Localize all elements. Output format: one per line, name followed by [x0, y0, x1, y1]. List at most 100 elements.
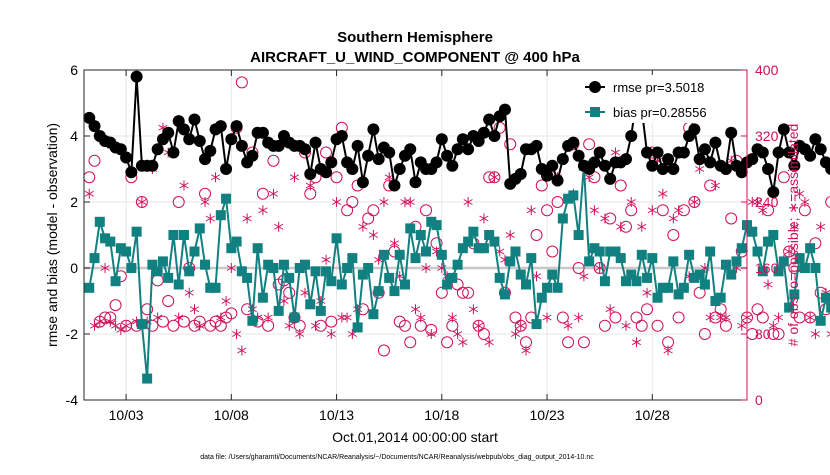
assimilated-obs-stroke	[232, 331, 242, 337]
assimilated-obs-point	[179, 180, 189, 191]
assimilated-obs-point	[631, 337, 642, 348]
bias-point	[478, 243, 489, 254]
assimilated-obs-point	[84, 188, 94, 199]
assimilated-obs-point	[295, 329, 305, 339]
assimilated-obs-point	[268, 188, 279, 199]
possible-obs-point	[167, 319, 180, 332]
bias-point	[673, 289, 684, 300]
assimilated-obs-point	[421, 263, 431, 273]
assimilated-obs-stroke	[695, 166, 705, 172]
assimilated-obs-stroke	[826, 334, 830, 337]
assimilated-obs-point	[689, 197, 699, 207]
rmse-point	[214, 120, 227, 133]
bias-point	[284, 272, 295, 283]
bias-point	[768, 230, 779, 240]
rmse-point	[256, 126, 269, 139]
bias-point	[89, 253, 100, 264]
rmse-point	[498, 103, 511, 116]
assimilated-obs-point	[621, 320, 631, 331]
bias-point	[215, 210, 226, 221]
assimilated-obs-stroke	[621, 322, 631, 329]
possible-obs-point	[772, 328, 785, 340]
rmse-point	[809, 133, 822, 146]
assimilated-obs-point	[289, 172, 300, 183]
possible-obs-point	[435, 286, 448, 299]
assimilated-obs-point	[600, 213, 610, 224]
assimilated-obs-stroke	[405, 199, 415, 205]
bias-point	[494, 272, 505, 283]
bias-point	[205, 282, 216, 293]
bias-point	[789, 289, 800, 300]
rmse-point	[662, 153, 675, 166]
rmse-point	[335, 130, 348, 142]
assimilated-obs-point	[489, 172, 500, 183]
possible-obs-point	[667, 229, 680, 241]
assimilated-obs-stroke	[616, 223, 626, 230]
possible-obs-point	[614, 179, 627, 192]
y-left-tick-label: -4	[66, 392, 79, 408]
bias-point	[684, 249, 695, 260]
rmse-point	[441, 149, 454, 162]
bias-point	[168, 230, 179, 240]
assimilated-obs-point	[342, 312, 352, 323]
bias-point	[694, 269, 705, 280]
assimilated-obs-point	[789, 221, 799, 232]
bias-point	[615, 253, 626, 264]
chart-title: Southern Hemisphere	[337, 29, 493, 46]
bias-point	[552, 282, 563, 293]
rmse-point	[351, 139, 364, 152]
assimilated-obs-point	[768, 320, 778, 331]
assimilated-obs-point	[426, 329, 436, 339]
assimilated-obs-point	[331, 197, 342, 207]
bias-point	[342, 263, 353, 273]
assimilated-obs-stroke	[510, 331, 521, 337]
possible-obs-point	[577, 336, 590, 349]
bias-point	[668, 256, 679, 267]
possible-obs-point	[172, 196, 185, 208]
y-left-tick-label: 6	[70, 62, 78, 78]
assimilated-obs-stroke	[137, 199, 147, 205]
assimilated-obs-point	[563, 320, 573, 331]
possible-obs-point	[693, 286, 706, 299]
y-left-tick-label: 4	[70, 128, 78, 144]
rmse-point	[404, 143, 417, 156]
rmse-point	[546, 159, 559, 172]
y-left-tick-label: -2	[66, 326, 79, 342]
bias-point	[805, 243, 816, 254]
assimilated-obs-stroke	[453, 331, 463, 337]
assimilated-obs-stroke	[174, 314, 184, 321]
assimilated-obs-point	[610, 147, 621, 158]
rmse-point	[388, 179, 401, 192]
bias-point	[626, 269, 637, 280]
rmse-point	[393, 163, 406, 175]
assimilated-obs-stroke	[663, 347, 673, 354]
bias-point	[599, 276, 610, 287]
possible-obs-point	[135, 196, 148, 208]
assimilated-obs-stroke	[458, 339, 468, 346]
rmse-point	[756, 146, 769, 159]
assimilated-obs-stroke	[342, 314, 352, 321]
assimilated-obs-point	[195, 320, 205, 331]
assimilated-obs-point	[695, 164, 705, 174]
possible-obs-point	[267, 154, 280, 167]
bias-point	[542, 282, 553, 293]
x-axis-label: Oct.01,2014 00:00:00 start	[332, 429, 498, 445]
rmse-point	[772, 146, 785, 159]
legend-bias-marker	[590, 107, 600, 117]
bias-point	[736, 243, 747, 254]
assimilated-obs-stroke	[421, 265, 431, 271]
rmse-point	[299, 143, 311, 156]
possible-obs-point	[783, 245, 796, 258]
assimilated-obs-stroke	[589, 207, 599, 214]
assimilated-obs-stroke	[605, 306, 615, 313]
assimilated-obs-stroke	[642, 289, 652, 296]
assimilated-obs-point	[521, 345, 531, 356]
y-axis-right-label: # of obs: o=possible; ∗=assimilated	[785, 124, 801, 347]
assimilated-obs-stroke	[816, 223, 826, 230]
assimilated-obs-point	[710, 180, 721, 191]
possible-obs-point	[609, 311, 622, 324]
rmse-point	[788, 159, 801, 172]
bias-point	[484, 230, 495, 240]
bias-point	[531, 319, 542, 330]
